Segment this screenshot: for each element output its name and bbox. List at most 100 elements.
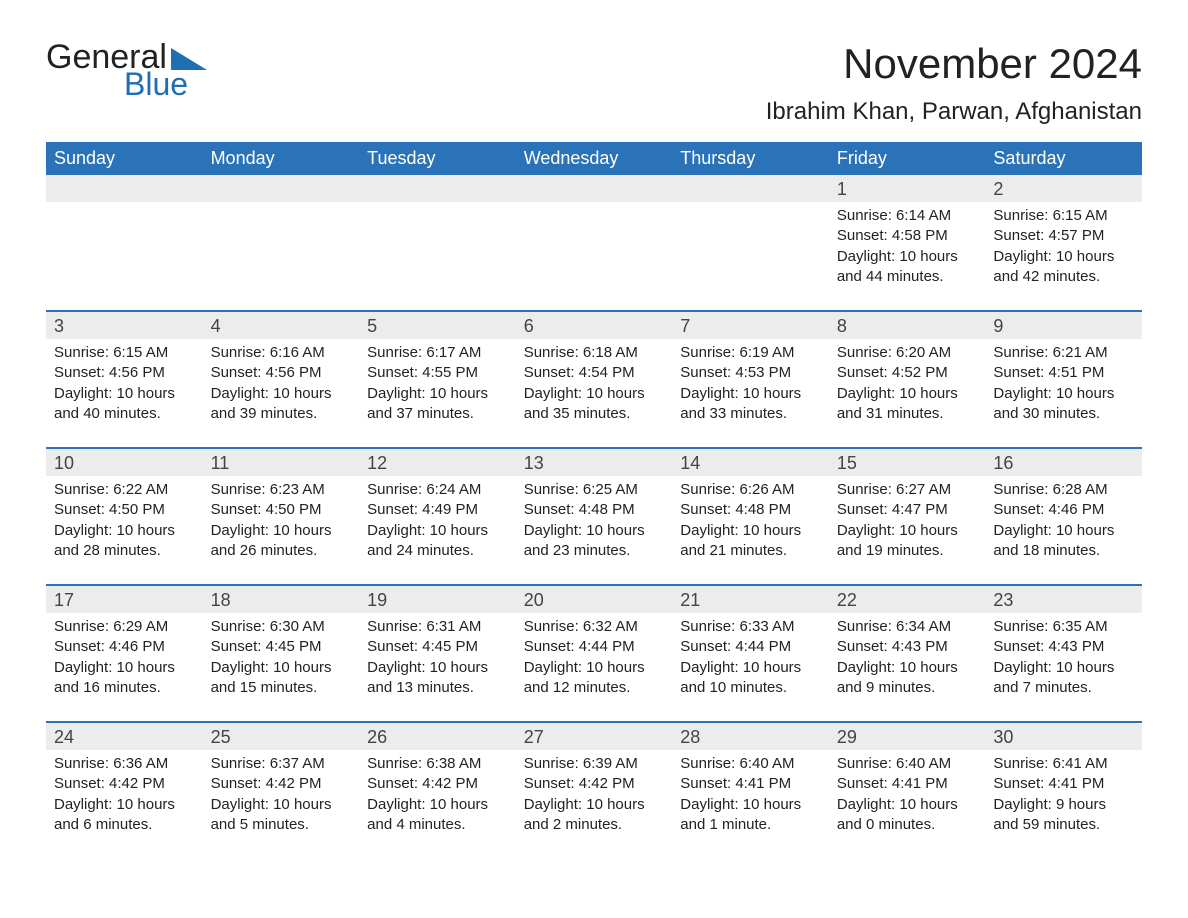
- sunrise-text: Sunrise: 6:40 AM: [837, 754, 978, 774]
- sunset-text: Sunset: 4:46 PM: [993, 500, 1134, 520]
- daylight-text: Daylight: 10 hours and 10 minutes.: [680, 658, 821, 699]
- day-cell: Sunrise: 6:31 AMSunset: 4:45 PMDaylight:…: [359, 613, 516, 709]
- day-number: 7: [672, 312, 829, 339]
- sunset-text: Sunset: 4:53 PM: [680, 363, 821, 383]
- day-cell: Sunrise: 6:40 AMSunset: 4:41 PMDaylight:…: [829, 750, 986, 846]
- sunrise-text: Sunrise: 6:20 AM: [837, 343, 978, 363]
- daylight-text: Daylight: 10 hours and 31 minutes.: [837, 384, 978, 425]
- sunset-text: Sunset: 4:56 PM: [211, 363, 352, 383]
- sunrise-text: Sunrise: 6:35 AM: [993, 617, 1134, 637]
- sunset-text: Sunset: 4:48 PM: [680, 500, 821, 520]
- day-cell: Sunrise: 6:27 AMSunset: 4:47 PMDaylight:…: [829, 476, 986, 572]
- day-number: 18: [203, 586, 360, 613]
- sunrise-text: Sunrise: 6:24 AM: [367, 480, 508, 500]
- sunset-text: Sunset: 4:42 PM: [54, 774, 195, 794]
- day-number: 30: [985, 723, 1142, 750]
- daylight-text: Daylight: 10 hours and 18 minutes.: [993, 521, 1134, 562]
- day-number: 28: [672, 723, 829, 750]
- week-block: 10111213141516Sunrise: 6:22 AMSunset: 4:…: [46, 447, 1142, 572]
- day-number: 26: [359, 723, 516, 750]
- weekday-header: Sunday Monday Tuesday Wednesday Thursday…: [46, 142, 1142, 175]
- day-cell: Sunrise: 6:17 AMSunset: 4:55 PMDaylight:…: [359, 339, 516, 435]
- sunrise-text: Sunrise: 6:21 AM: [993, 343, 1134, 363]
- daylight-text: Daylight: 10 hours and 35 minutes.: [524, 384, 665, 425]
- day-content-row: Sunrise: 6:22 AMSunset: 4:50 PMDaylight:…: [46, 476, 1142, 572]
- daylight-text: Daylight: 10 hours and 0 minutes.: [837, 795, 978, 836]
- daylight-text: Daylight: 10 hours and 39 minutes.: [211, 384, 352, 425]
- sunset-text: Sunset: 4:52 PM: [837, 363, 978, 383]
- day-number: [203, 175, 360, 202]
- day-cell: Sunrise: 6:18 AMSunset: 4:54 PMDaylight:…: [516, 339, 673, 435]
- day-cell: Sunrise: 6:32 AMSunset: 4:44 PMDaylight:…: [516, 613, 673, 709]
- sunrise-text: Sunrise: 6:34 AM: [837, 617, 978, 637]
- week-block: 17181920212223Sunrise: 6:29 AMSunset: 4:…: [46, 584, 1142, 709]
- day-number: 19: [359, 586, 516, 613]
- weekday-label: Wednesday: [516, 142, 673, 175]
- daylight-text: Daylight: 10 hours and 44 minutes.: [837, 247, 978, 288]
- sunset-text: Sunset: 4:45 PM: [367, 637, 508, 657]
- daylight-text: Daylight: 10 hours and 37 minutes.: [367, 384, 508, 425]
- daylight-text: Daylight: 10 hours and 1 minute.: [680, 795, 821, 836]
- daylight-text: Daylight: 10 hours and 26 minutes.: [211, 521, 352, 562]
- day-number: 2: [985, 175, 1142, 202]
- day-cell: Sunrise: 6:21 AMSunset: 4:51 PMDaylight:…: [985, 339, 1142, 435]
- daylight-text: Daylight: 10 hours and 7 minutes.: [993, 658, 1134, 699]
- day-content-row: Sunrise: 6:36 AMSunset: 4:42 PMDaylight:…: [46, 750, 1142, 846]
- sunset-text: Sunset: 4:45 PM: [211, 637, 352, 657]
- daylight-text: Daylight: 10 hours and 12 minutes.: [524, 658, 665, 699]
- sunrise-text: Sunrise: 6:19 AM: [680, 343, 821, 363]
- sunset-text: Sunset: 4:43 PM: [993, 637, 1134, 657]
- day-number: 8: [829, 312, 986, 339]
- month-title: November 2024: [766, 40, 1142, 88]
- day-number: 13: [516, 449, 673, 476]
- sunset-text: Sunset: 4:47 PM: [837, 500, 978, 520]
- day-number: 11: [203, 449, 360, 476]
- header: General Blue November 2024 Ibrahim Khan,…: [46, 40, 1142, 126]
- daylight-text: Daylight: 10 hours and 15 minutes.: [211, 658, 352, 699]
- weekday-label: Tuesday: [359, 142, 516, 175]
- day-number: 6: [516, 312, 673, 339]
- day-cell: [359, 202, 516, 298]
- daylight-text: Daylight: 10 hours and 40 minutes.: [54, 384, 195, 425]
- day-cell: Sunrise: 6:38 AMSunset: 4:42 PMDaylight:…: [359, 750, 516, 846]
- day-number: 25: [203, 723, 360, 750]
- calendar: Sunday Monday Tuesday Wednesday Thursday…: [46, 142, 1142, 846]
- day-number: 10: [46, 449, 203, 476]
- day-cell: Sunrise: 6:22 AMSunset: 4:50 PMDaylight:…: [46, 476, 203, 572]
- sunset-text: Sunset: 4:42 PM: [211, 774, 352, 794]
- day-cell: [516, 202, 673, 298]
- day-cell: Sunrise: 6:34 AMSunset: 4:43 PMDaylight:…: [829, 613, 986, 709]
- day-number: 29: [829, 723, 986, 750]
- daylight-text: Daylight: 10 hours and 4 minutes.: [367, 795, 508, 836]
- daylight-text: Daylight: 10 hours and 13 minutes.: [367, 658, 508, 699]
- daylight-text: Daylight: 10 hours and 6 minutes.: [54, 795, 195, 836]
- day-cell: Sunrise: 6:36 AMSunset: 4:42 PMDaylight:…: [46, 750, 203, 846]
- day-number: 24: [46, 723, 203, 750]
- sunset-text: Sunset: 4:41 PM: [837, 774, 978, 794]
- day-number: 5: [359, 312, 516, 339]
- sunrise-text: Sunrise: 6:17 AM: [367, 343, 508, 363]
- daylight-text: Daylight: 10 hours and 5 minutes.: [211, 795, 352, 836]
- sunrise-text: Sunrise: 6:18 AM: [524, 343, 665, 363]
- day-cell: Sunrise: 6:33 AMSunset: 4:44 PMDaylight:…: [672, 613, 829, 709]
- day-cell: Sunrise: 6:39 AMSunset: 4:42 PMDaylight:…: [516, 750, 673, 846]
- sunset-text: Sunset: 4:57 PM: [993, 226, 1134, 246]
- daylight-text: Daylight: 10 hours and 9 minutes.: [837, 658, 978, 699]
- day-cell: Sunrise: 6:19 AMSunset: 4:53 PMDaylight:…: [672, 339, 829, 435]
- daylight-text: Daylight: 10 hours and 2 minutes.: [524, 795, 665, 836]
- daylight-text: Daylight: 10 hours and 16 minutes.: [54, 658, 195, 699]
- weekday-label: Monday: [203, 142, 360, 175]
- daylight-text: Daylight: 10 hours and 42 minutes.: [993, 247, 1134, 288]
- daylight-text: Daylight: 10 hours and 30 minutes.: [993, 384, 1134, 425]
- daylight-text: Daylight: 10 hours and 23 minutes.: [524, 521, 665, 562]
- day-content-row: Sunrise: 6:29 AMSunset: 4:46 PMDaylight:…: [46, 613, 1142, 709]
- daylight-text: Daylight: 10 hours and 24 minutes.: [367, 521, 508, 562]
- location: Ibrahim Khan, Parwan, Afghanistan: [766, 98, 1142, 126]
- title-block: November 2024 Ibrahim Khan, Parwan, Afgh…: [766, 40, 1142, 126]
- daylight-text: Daylight: 10 hours and 19 minutes.: [837, 521, 978, 562]
- sunrise-text: Sunrise: 6:23 AM: [211, 480, 352, 500]
- day-cell: Sunrise: 6:20 AMSunset: 4:52 PMDaylight:…: [829, 339, 986, 435]
- sunrise-text: Sunrise: 6:31 AM: [367, 617, 508, 637]
- sunset-text: Sunset: 4:41 PM: [993, 774, 1134, 794]
- day-number: 14: [672, 449, 829, 476]
